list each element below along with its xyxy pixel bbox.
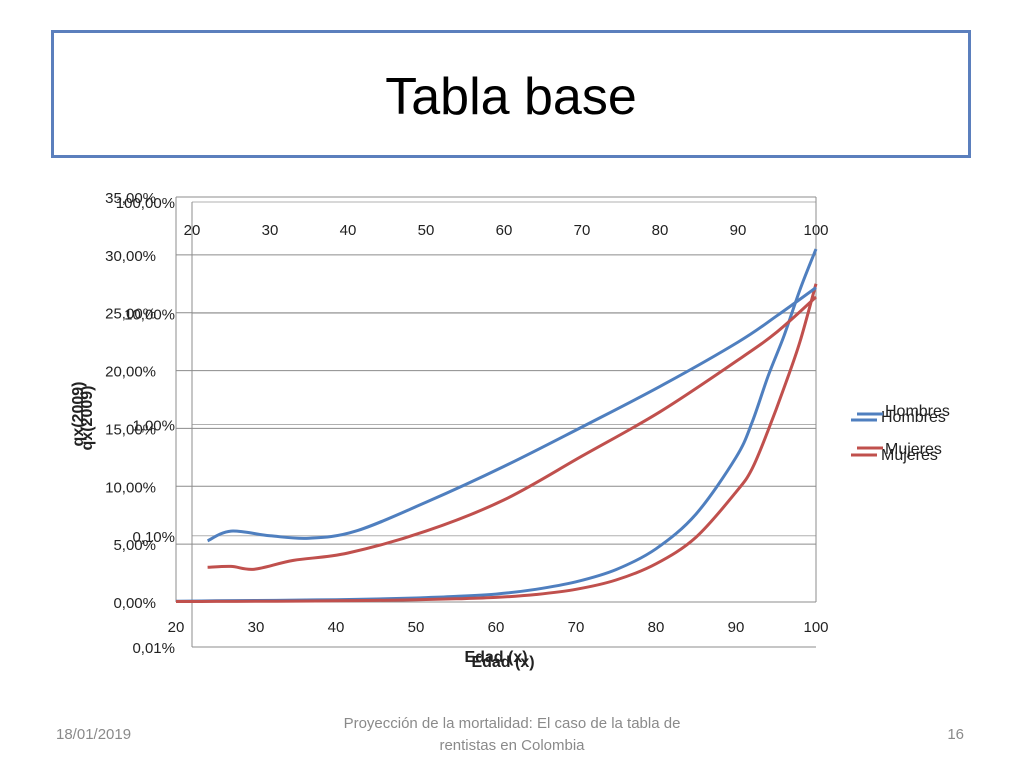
legend-label-hombres: Hombres [881, 409, 946, 426]
log-x-tick-label: 60 [496, 222, 513, 239]
log-y-tick-label: 0,01% [132, 640, 175, 657]
log-x-axis-title: Edad (x) [471, 654, 534, 671]
x-tick-label: 50 [408, 619, 425, 636]
log-x-tick-label: 30 [262, 222, 279, 239]
title-box: Tabla base [51, 30, 971, 158]
slide-title: Tabla base [385, 68, 637, 126]
y-axis-title: qx(2009) [70, 382, 87, 447]
y-tick-label: 10,00% [105, 479, 156, 496]
y-tick-label: 25,00% [105, 306, 156, 323]
x-tick-label: 80 [648, 619, 665, 636]
y-tick-label: 5,00% [113, 537, 156, 554]
y-tick-label: 30,00% [105, 248, 156, 265]
log-legend-label-hombres: Hombres [885, 403, 950, 420]
y-tick-label: 0,00% [113, 595, 156, 612]
log-x-tick-label: 40 [340, 222, 357, 239]
series-line-hombres [175, 248, 818, 603]
x-tick-label: 30 [248, 619, 265, 636]
log-x-tick-label: 100 [803, 222, 828, 239]
y-tick-label: 20,00% [105, 364, 156, 381]
footer-text: Proyección de la mortalidad: El caso de … [343, 715, 681, 754]
y-tick-label: 15,00% [105, 421, 156, 438]
x-tick-label: 70 [568, 619, 585, 636]
series-line-mujeres [175, 283, 818, 603]
log-y-tick-label: 1,00% [132, 418, 175, 435]
log-x-tick-label: 20 [184, 222, 201, 239]
x-tick-label: 90 [728, 619, 745, 636]
legend-label-mujeres: Mujeres [881, 447, 938, 464]
x-tick-label: 20 [168, 619, 185, 636]
footer-page-number: 16 [947, 726, 964, 743]
log-y-tick-label: 10,00% [124, 306, 175, 323]
log-series-line-hombres [206, 286, 817, 543]
x-axis-title: Edad (x) [464, 649, 527, 666]
log-x-tick-label: 90 [730, 222, 747, 239]
footer-date: 18/01/2019 [56, 726, 132, 743]
log-y-tick-label: 0,10% [132, 529, 175, 546]
x-tick-label: 100 [803, 619, 828, 636]
log-series-line-mujeres [207, 295, 817, 571]
log-x-tick-label: 80 [652, 222, 669, 239]
x-tick-label: 60 [488, 619, 505, 636]
log-x-tick-label: 50 [418, 222, 435, 239]
log-x-tick-label: 70 [574, 222, 591, 239]
y-tick-label: 35,00% [105, 190, 156, 207]
log-legend-label-mujeres: Mujeres [885, 441, 942, 458]
x-tick-label: 40 [328, 619, 345, 636]
log-y-tick-label: 100,00% [116, 195, 175, 212]
log-y-axis-title: qx(2009) [79, 386, 96, 451]
